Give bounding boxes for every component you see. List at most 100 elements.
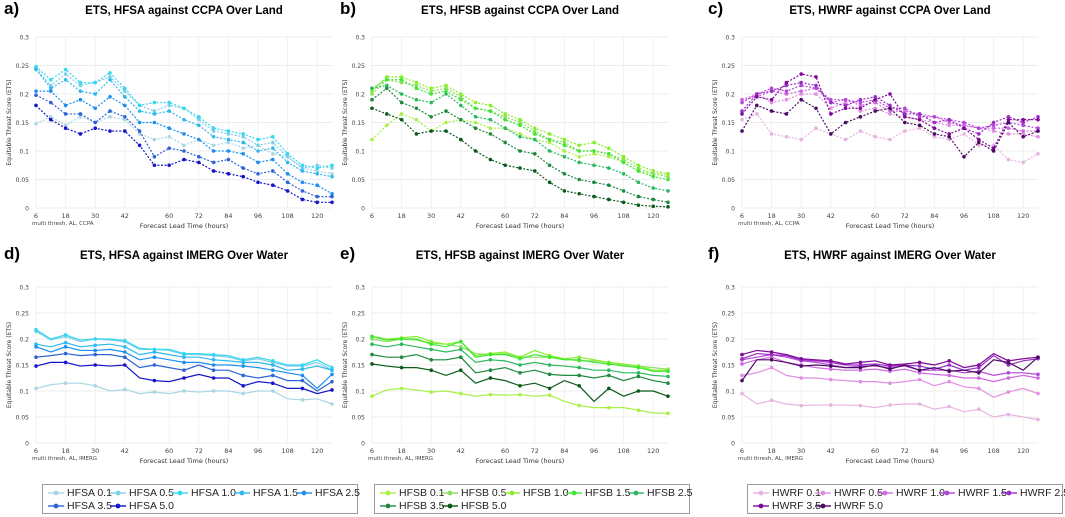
y-tick-label: 0.1: [355, 389, 365, 396]
data-point: [1006, 376, 1011, 380]
data-point: [459, 95, 463, 99]
data-point: [182, 368, 186, 373]
data-point: [241, 174, 245, 179]
legend-hwrf: HWRF 0.1 HWRF 0.5 HWRF 1.0 HWRF 1.5 HWRF 2.5…: [747, 484, 1065, 514]
data-point: [330, 194, 334, 199]
data-point: [182, 351, 186, 356]
legend-swatch: [628, 490, 644, 496]
data-point: [1006, 120, 1011, 125]
data-point: [858, 109, 863, 113]
data-point: [211, 389, 216, 393]
data-point: [182, 132, 186, 136]
data-point: [1036, 126, 1040, 130]
data-point: [63, 345, 68, 349]
data-point: [518, 123, 522, 128]
panel-subtitle: multi thresh, AL, IMERG: [32, 456, 97, 462]
data-point: [330, 191, 334, 196]
data-point: [444, 129, 448, 133]
data-point: [385, 83, 389, 88]
data-point: [1006, 126, 1011, 130]
data-point: [888, 367, 892, 371]
data-point: [740, 356, 744, 361]
y-tick-label: 0.25: [722, 311, 736, 318]
data-point: [473, 126, 478, 130]
y-tick-label: 0.05: [352, 415, 366, 422]
legend-label: HFSA 1.0: [191, 487, 236, 499]
data-point: [473, 100, 478, 105]
data-point: [370, 342, 374, 347]
x-tick-label: 72: [531, 212, 539, 220]
data-point: [829, 367, 833, 371]
data-point: [108, 71, 112, 75]
data-point: [315, 183, 320, 187]
x-tick-label: 42: [827, 212, 835, 220]
data-point: [1006, 132, 1011, 136]
x-tick-label: 18: [61, 212, 69, 220]
data-point: [370, 362, 374, 366]
data-point: [829, 132, 833, 136]
data-point: [799, 92, 803, 96]
data-point: [858, 368, 863, 373]
legend-entry: HFSB 2.5: [628, 487, 693, 499]
data-point: [488, 368, 493, 373]
y-tick-label: 0.05: [352, 177, 366, 184]
data-point: [429, 358, 434, 362]
data-point: [34, 121, 38, 126]
legend-hfsa: HFSA 0.1 HFSA 0.5 HFSA 1.0 HFSA 1.5 HFSA 2.5…: [42, 484, 360, 514]
data-point: [503, 140, 508, 145]
data-point: [49, 86, 53, 91]
data-point: [63, 351, 68, 356]
data-point: [385, 123, 389, 128]
data-point: [414, 132, 419, 136]
data-point: [49, 89, 53, 93]
y-tick-label: 0.25: [352, 63, 366, 70]
panel-4: d) ETS, HFSA against IMERG Over Water 0 0.0…: [4, 244, 334, 465]
data-point: [636, 371, 641, 375]
data-point: [285, 154, 290, 159]
data-point: [63, 103, 68, 108]
data-point: [399, 386, 404, 391]
data-point: [444, 89, 448, 93]
data-point: [903, 106, 907, 111]
data-point: [991, 126, 996, 130]
data-point: [888, 403, 892, 407]
data-point: [592, 149, 596, 153]
data-point: [769, 132, 774, 136]
x-tick-label: 96: [960, 447, 968, 455]
data-point: [858, 115, 863, 119]
data-point: [666, 411, 670, 416]
y-tick-label: 0.3: [19, 35, 29, 42]
legend-entry: HWRF 5.0: [815, 500, 883, 512]
legend-swatch: [939, 490, 955, 496]
data-point: [607, 197, 611, 202]
data-point: [414, 97, 419, 102]
y-tick-label: 0.15: [722, 363, 736, 370]
data-point: [152, 355, 157, 360]
data-point: [1006, 157, 1011, 162]
y-tick-label: 0.1: [725, 389, 735, 396]
data-point: [137, 103, 142, 108]
legend-entry: HWRF 1.5: [939, 487, 1007, 499]
y-tick-label: 0.15: [722, 120, 736, 127]
legend-label: HFSB 3.5: [399, 500, 445, 512]
data-point: [518, 392, 522, 397]
data-point: [256, 172, 260, 176]
data-point: [947, 359, 951, 363]
data-point: [211, 368, 216, 373]
data-point: [108, 109, 112, 113]
data-point: [607, 368, 611, 373]
data-point: [315, 163, 320, 168]
data-point: [621, 157, 626, 162]
data-point: [769, 89, 774, 93]
y-tick-label: 0.2: [355, 92, 365, 99]
data-point: [858, 403, 863, 408]
data-point: [197, 154, 201, 159]
data-point: [917, 360, 922, 365]
data-point: [621, 189, 626, 193]
data-point: [903, 129, 907, 133]
data-point: [1021, 160, 1025, 165]
data-point: [784, 89, 789, 93]
y-axis-label: Equitable Threat Score (ETS): [6, 79, 13, 165]
data-point: [932, 134, 937, 139]
legend-entry: HFSB 3.5: [380, 500, 445, 512]
